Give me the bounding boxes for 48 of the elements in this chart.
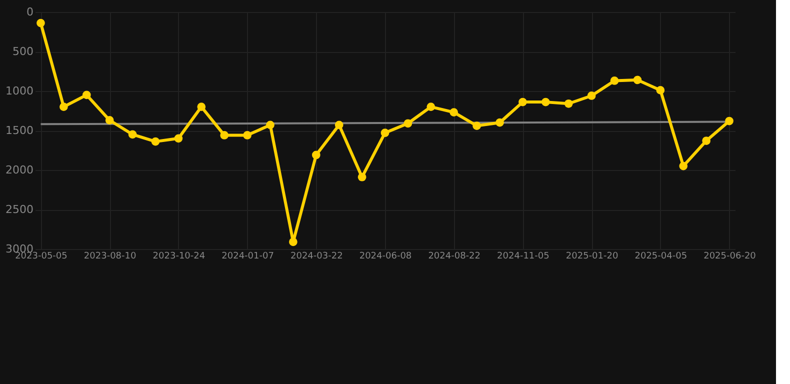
point [174, 134, 183, 143]
x-tick-label: 2025-04-05 [634, 252, 688, 262]
point [633, 76, 642, 84]
point [702, 136, 710, 145]
point [518, 98, 527, 106]
x-tick-label: 2024-01-07 [222, 252, 274, 262]
point [243, 131, 252, 140]
x-tick-label: 2023-08-10 [84, 252, 137, 262]
point [312, 150, 320, 160]
point [334, 120, 344, 130]
point [289, 238, 298, 246]
x-tick-label: 2023-05-05 [15, 252, 68, 262]
x-tick-label: 2025-01-20 [566, 252, 618, 262]
point [450, 108, 458, 117]
point [380, 128, 390, 138]
point [496, 118, 504, 127]
point [564, 99, 573, 108]
y-tick-label: 1000 [6, 84, 34, 98]
x-tick-label: 2024-11-05 [497, 252, 550, 262]
x-tick-label: 2023-10-24 [152, 252, 206, 262]
point [36, 18, 45, 28]
y-tick-label: 500 [12, 45, 34, 58]
y-tick-label: 1500 [6, 124, 34, 137]
y-tick-label: 2000 [6, 164, 34, 176]
point [587, 92, 596, 100]
point [610, 76, 619, 85]
x-tick-label: 2025-06-20 [704, 252, 756, 262]
x-tick-label: 2024-03-22 [290, 252, 343, 262]
point [656, 86, 665, 94]
point [82, 90, 91, 100]
y-tick-label: 2500 [6, 203, 34, 216]
x-tick-label: 2024-08-22 [428, 252, 481, 262]
point [197, 102, 206, 111]
point [105, 116, 114, 124]
point [60, 102, 68, 111]
point [541, 98, 550, 106]
point [725, 116, 734, 126]
point [472, 122, 481, 130]
point [358, 172, 366, 182]
point [151, 137, 160, 146]
y-tick-label: 0 [26, 6, 34, 18]
point [426, 102, 436, 111]
point [266, 120, 274, 130]
point [220, 131, 229, 140]
x-tick-label: 2024-06-08 [359, 252, 412, 262]
point [128, 130, 137, 139]
point [404, 119, 412, 128]
point [679, 162, 688, 170]
